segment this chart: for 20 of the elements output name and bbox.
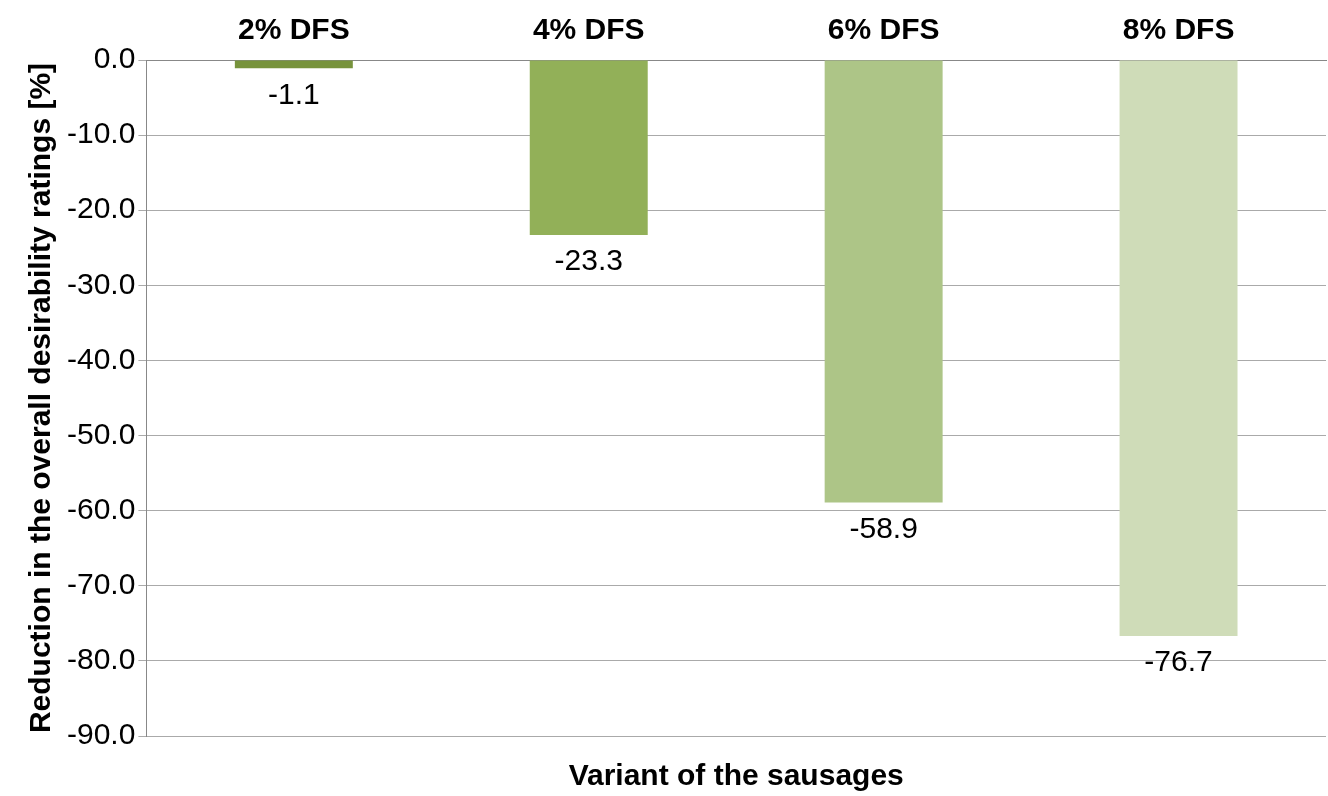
x-tick-label: 2% DFS xyxy=(237,12,350,46)
data-label: -76.7 xyxy=(1144,644,1213,678)
y-tick-label: -40.0 xyxy=(66,341,136,375)
x-tick-label: 4% DFS xyxy=(532,12,645,46)
y-tick-label: -10.0 xyxy=(66,116,136,150)
data-label: -58.9 xyxy=(849,510,918,544)
y-tick-label: -50.0 xyxy=(66,416,136,450)
x-axis-title: Variant of the sausages xyxy=(568,758,904,792)
y-tick-label: 0.0 xyxy=(93,41,136,75)
data-label: -1.1 xyxy=(267,76,320,110)
y-tick-label: -30.0 xyxy=(66,266,136,300)
data-label: -23.3 xyxy=(554,243,623,277)
x-tick-label: 8% DFS xyxy=(1122,12,1235,46)
y-tick-label: -90.0 xyxy=(66,717,136,751)
y-tick-label: -60.0 xyxy=(66,491,136,525)
y-tick-label: -80.0 xyxy=(66,642,136,676)
y-axis-title: Reduction in the overall desirability ratings [%] xyxy=(23,62,57,734)
y-tick-label: -20.0 xyxy=(66,191,136,225)
y-tick-label: -70.0 xyxy=(66,567,136,601)
x-tick-label: 6% DFS xyxy=(827,12,940,46)
